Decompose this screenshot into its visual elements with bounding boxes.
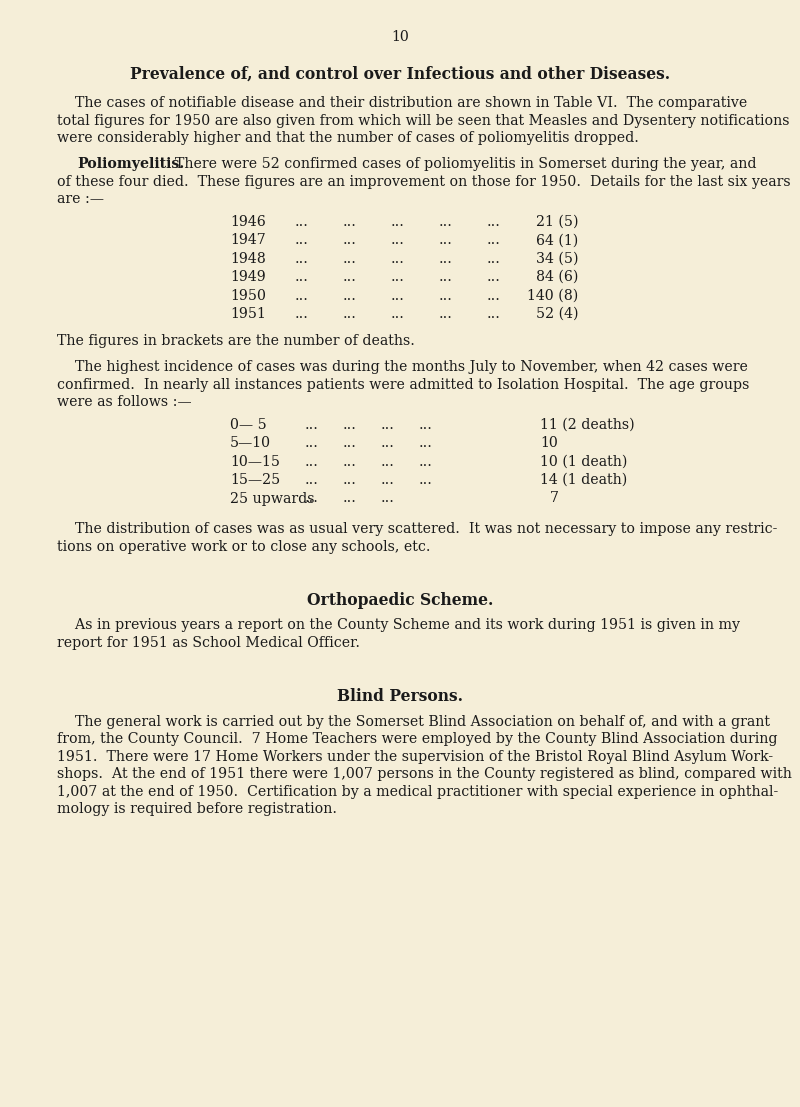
Text: The general work is carried out by the Somerset Blind Association on behalf of, : The general work is carried out by the S… xyxy=(57,715,770,728)
Text: ...: ... xyxy=(381,492,395,506)
Text: report for 1951 as School Medical Officer.: report for 1951 as School Medical Office… xyxy=(57,635,360,650)
Text: The cases of notifiable disease and their distribution are shown in Table VI.  T: The cases of notifiable disease and thei… xyxy=(57,96,747,110)
Text: ...: ... xyxy=(439,215,453,229)
Text: 84 (6): 84 (6) xyxy=(536,270,578,284)
Text: 1946: 1946 xyxy=(230,215,266,229)
Text: tions on operative work or to close any schools, etc.: tions on operative work or to close any … xyxy=(57,539,430,554)
Text: ...: ... xyxy=(487,270,501,284)
Text: 1,007 at the end of 1950.  Certification by a medical practitioner with special : 1,007 at the end of 1950. Certification … xyxy=(57,785,778,798)
Text: ...: ... xyxy=(305,436,319,451)
Text: There were 52 confirmed cases of poliomyelitis in Somerset during the year, and: There were 52 confirmed cases of poliomy… xyxy=(166,157,757,172)
Text: ...: ... xyxy=(295,251,309,266)
Text: The figures in brackets are the number of deaths.: The figures in brackets are the number o… xyxy=(57,334,415,348)
Text: 10—15: 10—15 xyxy=(230,455,280,468)
Text: 14 (1 death): 14 (1 death) xyxy=(540,473,627,487)
Text: are :—: are :— xyxy=(57,193,104,206)
Text: ...: ... xyxy=(419,473,433,487)
Text: ...: ... xyxy=(295,215,309,229)
Text: As in previous years a report on the County Scheme and its work during 1951 is g: As in previous years a report on the Cou… xyxy=(57,619,740,632)
Text: ...: ... xyxy=(439,270,453,284)
Text: ...: ... xyxy=(381,436,395,451)
Text: ...: ... xyxy=(487,289,501,302)
Text: ...: ... xyxy=(419,418,433,432)
Text: Blind Persons.: Blind Persons. xyxy=(337,689,463,705)
Text: The highest incidence of cases was during the months July to November, when 42 c: The highest incidence of cases was durin… xyxy=(57,360,748,374)
Text: ...: ... xyxy=(305,418,319,432)
Text: ...: ... xyxy=(343,215,357,229)
Text: 64 (1): 64 (1) xyxy=(536,234,578,247)
Text: ...: ... xyxy=(391,215,405,229)
Text: ...: ... xyxy=(295,270,309,284)
Text: shops.  At the end of 1951 there were 1,007 persons in the County registered as : shops. At the end of 1951 there were 1,0… xyxy=(57,767,792,782)
Text: ...: ... xyxy=(391,270,405,284)
Text: 25 upwards: 25 upwards xyxy=(230,492,314,506)
Text: ...: ... xyxy=(487,215,501,229)
Text: Poliomyelitis.: Poliomyelitis. xyxy=(77,157,184,172)
Text: 1950: 1950 xyxy=(230,289,266,302)
Text: were considerably higher and that the number of cases of poliomyelitis dropped.: were considerably higher and that the nu… xyxy=(57,131,639,145)
Text: ...: ... xyxy=(295,307,309,321)
Text: ...: ... xyxy=(305,492,319,506)
Text: ...: ... xyxy=(343,455,357,468)
Text: ...: ... xyxy=(439,289,453,302)
Text: Orthopaedic Scheme.: Orthopaedic Scheme. xyxy=(307,592,493,609)
Text: 34 (5): 34 (5) xyxy=(535,251,578,266)
Text: were as follows :—: were as follows :— xyxy=(57,395,192,410)
Text: ...: ... xyxy=(295,289,309,302)
Text: ...: ... xyxy=(343,436,357,451)
Text: ...: ... xyxy=(381,473,395,487)
Text: ...: ... xyxy=(343,418,357,432)
Text: ...: ... xyxy=(343,251,357,266)
Text: ...: ... xyxy=(381,418,395,432)
Text: ...: ... xyxy=(439,234,453,247)
Text: 15—25: 15—25 xyxy=(230,473,280,487)
Text: ...: ... xyxy=(343,307,357,321)
Text: ...: ... xyxy=(305,455,319,468)
Text: 10 (1 death): 10 (1 death) xyxy=(540,455,627,468)
Text: 1951: 1951 xyxy=(230,307,266,321)
Text: from, the County Council.  7 Home Teachers were employed by the County Blind Ass: from, the County Council. 7 Home Teacher… xyxy=(57,732,778,746)
Text: ...: ... xyxy=(343,270,357,284)
Text: ...: ... xyxy=(391,234,405,247)
Text: 10: 10 xyxy=(540,436,558,451)
Text: total figures for 1950 are also given from which will be seen that Measles and D: total figures for 1950 are also given fr… xyxy=(57,114,790,127)
Text: ...: ... xyxy=(295,234,309,247)
Text: 1947: 1947 xyxy=(230,234,266,247)
Text: ...: ... xyxy=(439,307,453,321)
Text: mology is required before registration.: mology is required before registration. xyxy=(57,803,337,816)
Text: ...: ... xyxy=(305,473,319,487)
Text: ...: ... xyxy=(487,251,501,266)
Text: 21 (5): 21 (5) xyxy=(535,215,578,229)
Text: 10: 10 xyxy=(391,30,409,44)
Text: ...: ... xyxy=(343,234,357,247)
Text: ...: ... xyxy=(343,289,357,302)
Text: 1948: 1948 xyxy=(230,251,266,266)
Text: ...: ... xyxy=(419,436,433,451)
Text: ...: ... xyxy=(343,473,357,487)
Text: ...: ... xyxy=(343,492,357,506)
Text: 52 (4): 52 (4) xyxy=(535,307,578,321)
Text: 5—10: 5—10 xyxy=(230,436,271,451)
Text: of these four died.  These figures are an improvement on those for 1950.  Detail: of these four died. These figures are an… xyxy=(57,175,790,189)
Text: ...: ... xyxy=(391,289,405,302)
Text: ...: ... xyxy=(487,234,501,247)
Text: ...: ... xyxy=(391,251,405,266)
Text: 140 (8): 140 (8) xyxy=(526,289,578,302)
Text: 1949: 1949 xyxy=(230,270,266,284)
Text: ...: ... xyxy=(419,455,433,468)
Text: 7: 7 xyxy=(550,492,559,506)
Text: 11 (2 deaths): 11 (2 deaths) xyxy=(540,418,634,432)
Text: 1951.  There were 17 Home Workers under the supervision of the Bristol Royal Bli: 1951. There were 17 Home Workers under t… xyxy=(57,749,773,764)
Text: Prevalence of, and control over Infectious and other Diseases.: Prevalence of, and control over Infectio… xyxy=(130,66,670,83)
Text: ...: ... xyxy=(439,251,453,266)
Text: confirmed.  In nearly all instances patients were admitted to Isolation Hospital: confirmed. In nearly all instances patie… xyxy=(57,377,750,392)
Text: ...: ... xyxy=(391,307,405,321)
Text: ...: ... xyxy=(381,455,395,468)
Text: The distribution of cases was as usual very scattered.  It was not necessary to : The distribution of cases was as usual v… xyxy=(57,523,778,536)
Text: ...: ... xyxy=(487,307,501,321)
Text: 0— 5: 0— 5 xyxy=(230,418,266,432)
